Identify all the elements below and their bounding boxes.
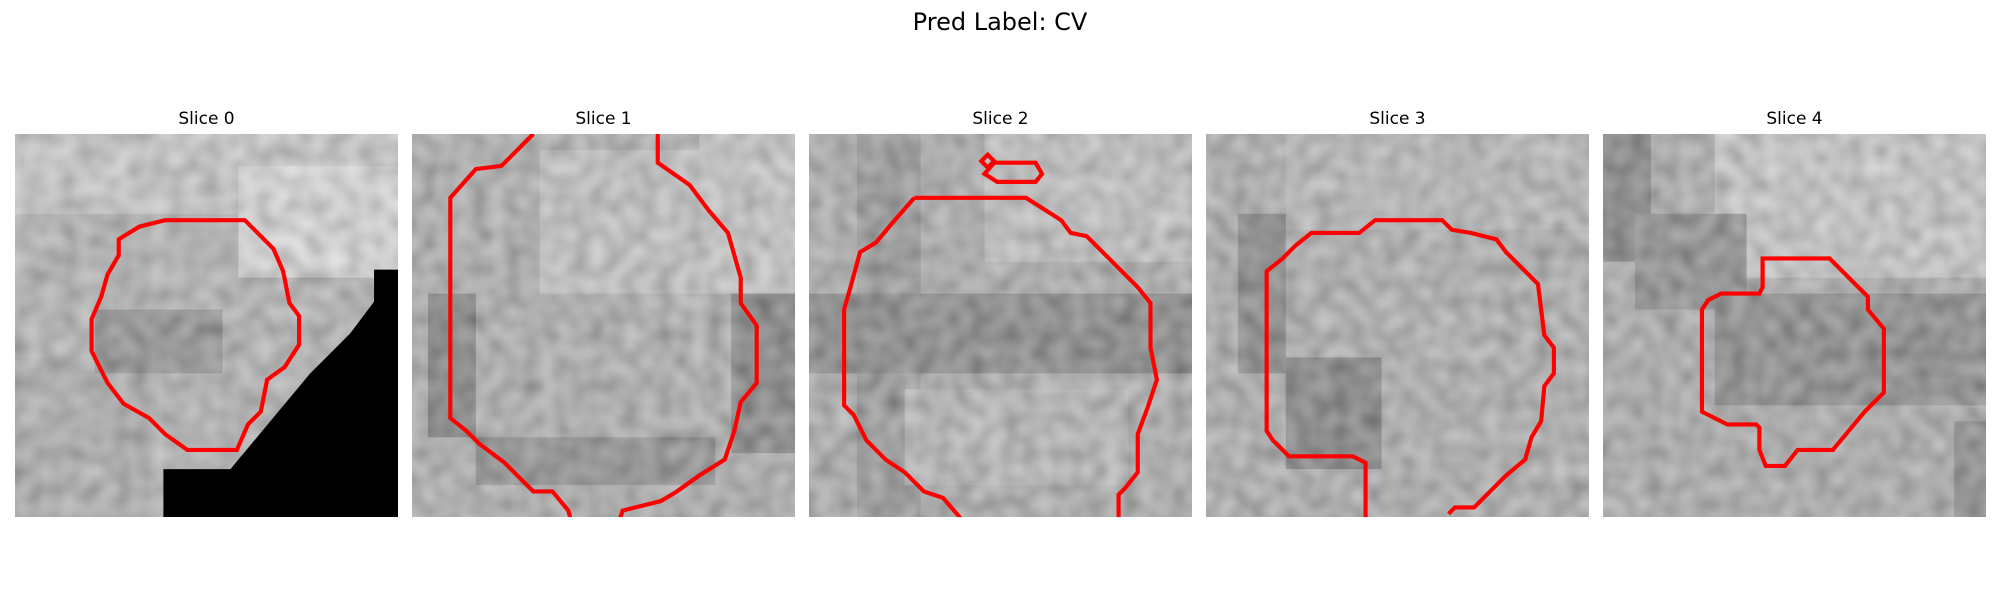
contour-line [89,218,302,453]
black-region [163,269,398,517]
pixel-noise [1206,134,1589,517]
slice-panel-0: Slice 0 [15,104,398,517]
slice-title: Slice 1 [575,109,632,129]
pixel-noise [809,134,1192,517]
slice-panel-3: Slice 3 [1206,104,1589,517]
contour-line [1699,256,1886,469]
slice-image-3 [1206,134,1589,517]
pixel-noise [412,134,795,517]
pixel-noise [1603,134,1986,517]
slice-image-0 [15,134,398,517]
slice-image-2 [809,134,1192,517]
contour-line [981,160,1045,184]
contour-line [448,134,573,517]
slice-title: Slice 2 [972,109,1029,129]
contour-line [914,195,1160,517]
slice-image-4 [1603,134,1986,517]
slice-panel-4: Slice 4 [1603,104,1986,517]
slice-image-1 [412,134,795,517]
slice-title: Slice 4 [1766,109,1823,129]
slice-panel-2: Slice 2 [809,104,1192,517]
slice-title: Slice 3 [1369,109,1426,129]
contour-line [1264,218,1556,517]
slice-panel-1: Slice 1 [412,104,795,517]
contour-line [618,134,759,517]
contour-line [978,151,998,171]
figure-title: Pred Label: CV [912,8,1088,36]
contour-line [842,196,963,517]
slice-title: Slice 0 [178,109,235,129]
